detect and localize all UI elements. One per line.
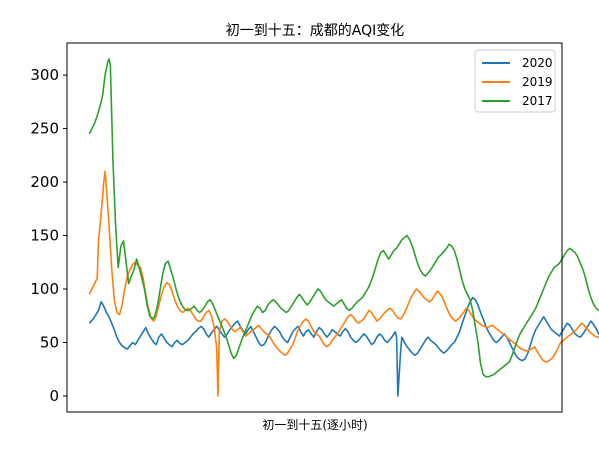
y-axis: 0 50 100 150 200 250 300 [30, 66, 67, 405]
legend: 2020 2019 2017 [474, 49, 556, 113]
y-tick-label: 300 [30, 66, 59, 84]
y-tick-label: 150 [30, 227, 59, 245]
series-lines [88, 58, 599, 397]
y-tick-label: 250 [30, 120, 59, 138]
x-axis-label: 初一到十五(逐小时) [262, 418, 367, 432]
legend-label-2019: 2019 [522, 75, 553, 89]
legend-label-2017: 2017 [522, 94, 553, 108]
plot-frame [66, 42, 563, 413]
y-tick-label: 0 [49, 387, 59, 405]
series-line-2019 [88, 170, 599, 397]
y-tick-label: 100 [30, 280, 59, 298]
series-line-2020 [88, 296, 599, 397]
y-tick-label: 50 [40, 333, 59, 351]
y-tick-label: 200 [30, 173, 59, 191]
legend-box [474, 49, 556, 113]
series-line-2017 [88, 58, 599, 378]
chart-title: 初一到十五：成都的AQI变化 [226, 22, 404, 39]
legend-label-2020: 2020 [522, 56, 553, 70]
